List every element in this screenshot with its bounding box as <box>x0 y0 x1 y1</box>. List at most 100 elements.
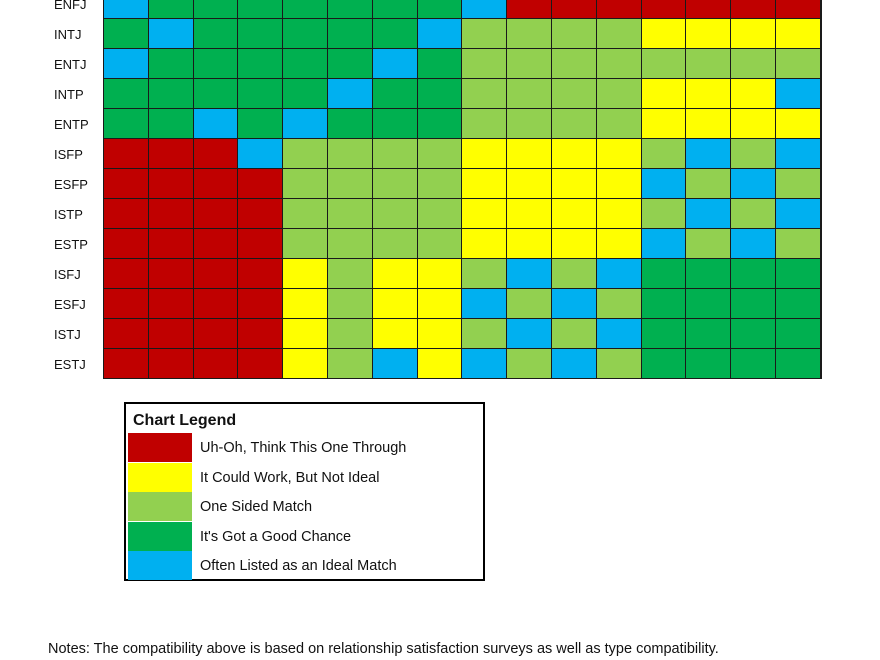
legend-item: Often Listed as an Ideal Match <box>128 551 483 580</box>
heatmap-cell-r4-c15 <box>776 109 821 139</box>
heatmap-cell-r12-c1 <box>149 349 194 379</box>
heatmap-cell-r6-c7 <box>418 169 462 199</box>
heatmap-cell-r3-c12 <box>642 79 686 109</box>
heatmap-cell-r12-c12 <box>642 349 686 379</box>
heatmap-cell-r3-c4 <box>283 79 328 109</box>
heatmap-cell-r7-c6 <box>373 199 418 229</box>
heatmap-cell-r1-c15 <box>776 19 821 49</box>
heatmap-cell-r11-c5 <box>328 319 373 349</box>
heatmap-cell-r8-c12 <box>642 229 686 259</box>
heatmap-cell-r9-c5 <box>328 259 373 289</box>
heatmap-cell-r3-c2 <box>194 79 238 109</box>
heatmap-cell-r6-c4 <box>283 169 328 199</box>
chart-legend: Chart Legend Uh-Oh, Think This One Throu… <box>124 402 485 581</box>
heatmap-cell-r12-c6 <box>373 349 418 379</box>
legend-label: Uh-Oh, Think This One Through <box>200 440 407 456</box>
heatmap-cell-r5-c11 <box>597 139 642 169</box>
heatmap-cell-r11-c0 <box>104 319 149 349</box>
legend-label: One Sided Match <box>200 499 313 515</box>
legend-label: It's Got a Good Chance <box>200 528 352 545</box>
heatmap-cell-r2-c8 <box>462 49 507 79</box>
heatmap-cell-r11-c14 <box>731 319 776 349</box>
heatmap-cell-r4-c5 <box>328 109 373 139</box>
heatmap-cell-r10-c4 <box>283 289 328 319</box>
heatmap-cell-r9-c4 <box>283 259 328 289</box>
heatmap-cell-r2-c2 <box>194 49 238 79</box>
heatmap-cell-r7-c3 <box>238 199 283 229</box>
heatmap-cell-r1-c10 <box>552 19 597 49</box>
heatmap-cell-r11-c3 <box>238 319 283 349</box>
heatmap-cell-r7-c14 <box>731 199 776 229</box>
heatmap-cell-r4-c10 <box>552 109 597 139</box>
heatmap-cell-r2-c11 <box>597 49 642 79</box>
heatmap-cell-r8-c11 <box>597 229 642 259</box>
row-label-entj: ENTJ <box>54 57 87 72</box>
heatmap-cell-r11-c11 <box>597 319 642 349</box>
heatmap-cell-r5-c0 <box>104 139 149 169</box>
heatmap-cell-r2-c1 <box>149 49 194 79</box>
heatmap-cell-r7-c0 <box>104 199 149 229</box>
heatmap-cell-r1-c12 <box>642 19 686 49</box>
heatmap-cell-r9-c13 <box>686 259 731 289</box>
heatmap-cell-r0-c12 <box>642 0 686 19</box>
heatmap-cell-r0-c9 <box>507 0 552 19</box>
heatmap-cell-r8-c2 <box>194 229 238 259</box>
heatmap-cell-r11-c10 <box>552 319 597 349</box>
row-label-intj: INTJ <box>54 27 82 42</box>
legend-item: Uh-Oh, Think This One Through <box>128 433 483 462</box>
heatmap-cell-r0-c4 <box>283 0 328 19</box>
row-label-istj: ISTJ <box>54 327 81 342</box>
heatmap-cell-r10-c0 <box>104 289 149 319</box>
heatmap-cell-r10-c8 <box>462 289 507 319</box>
heatmap-cell-r11-c4 <box>283 319 328 349</box>
heatmap-cell-r12-c15 <box>776 349 821 379</box>
heatmap-cell-r0-c8 <box>462 0 507 19</box>
legend-swatch <box>128 492 192 521</box>
heatmap-cell-r0-c14 <box>731 0 776 19</box>
heatmap-cell-r3-c8 <box>462 79 507 109</box>
heatmap-cell-r7-c13 <box>686 199 731 229</box>
heatmap-cell-r4-c11 <box>597 109 642 139</box>
heatmap-cell-r2-c13 <box>686 49 731 79</box>
row-label-intp: INTP <box>54 87 84 102</box>
heatmap-cell-r5-c3 <box>238 139 283 169</box>
heatmap-cell-r8-c6 <box>373 229 418 259</box>
heatmap-cell-r1-c13 <box>686 19 731 49</box>
heatmap-cell-r2-c9 <box>507 49 552 79</box>
heatmap-cell-r5-c14 <box>731 139 776 169</box>
heatmap-cell-r12-c14 <box>731 349 776 379</box>
heatmap-cell-r3-c14 <box>731 79 776 109</box>
heatmap-cell-r1-c5 <box>328 19 373 49</box>
legend-item: One Sided Match <box>128 492 483 521</box>
heatmap-cell-r2-c5 <box>328 49 373 79</box>
legend-item: It's Got a Good Chance <box>128 521 483 551</box>
heatmap-cell-r12-c13 <box>686 349 731 379</box>
heatmap-cell-r1-c6 <box>373 19 418 49</box>
heatmap-cell-r8-c7 <box>418 229 462 259</box>
row-label-estp: ESTP <box>54 237 88 252</box>
heatmap-cell-r8-c14 <box>731 229 776 259</box>
notes-text: Notes: The compatibility above is based … <box>48 641 719 657</box>
heatmap-cell-r10-c7 <box>418 289 462 319</box>
heatmap-cell-r6-c15 <box>776 169 821 199</box>
heatmap-cell-r12-c11 <box>597 349 642 379</box>
heatmap-cell-r10-c3 <box>238 289 283 319</box>
heatmap-cell-r0-c10 <box>552 0 597 19</box>
heatmap-cell-r0-c11 <box>597 0 642 19</box>
heatmap-cell-r1-c7 <box>418 19 462 49</box>
heatmap-cell-r2-c7 <box>418 49 462 79</box>
heatmap-cell-r6-c0 <box>104 169 149 199</box>
heatmap-cell-r9-c3 <box>238 259 283 289</box>
heatmap-cell-r1-c2 <box>194 19 238 49</box>
heatmap-cell-r6-c6 <box>373 169 418 199</box>
heatmap-cell-r10-c12 <box>642 289 686 319</box>
legend-item: It Could Work, But Not Ideal <box>128 462 483 492</box>
heatmap-cell-r8-c8 <box>462 229 507 259</box>
heatmap-cell-r12-c0 <box>104 349 149 379</box>
heatmap-cell-r3-c9 <box>507 79 552 109</box>
heatmap-cell-r6-c3 <box>238 169 283 199</box>
heatmap-cell-r11-c7 <box>418 319 462 349</box>
row-label-esfj: ESFJ <box>54 297 86 312</box>
heatmap-cell-r3-c3 <box>238 79 283 109</box>
heatmap-cell-r10-c14 <box>731 289 776 319</box>
